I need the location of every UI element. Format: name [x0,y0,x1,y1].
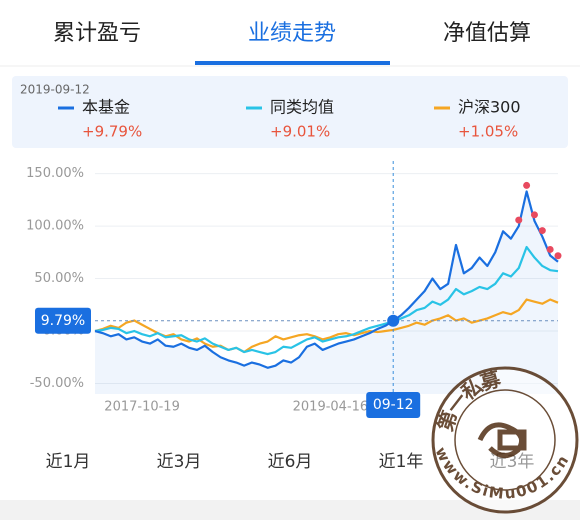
period-button[interactable]: 近6月 [268,452,313,472]
watermark-ring [431,366,579,514]
signal-dot [554,252,562,260]
crosshair-label-box [35,307,91,334]
signal-dot [523,181,531,189]
active-tab-underline [195,61,390,65]
period-button[interactable]: 近3月 [157,452,202,472]
tab-bar [0,0,580,66]
period-button[interactable]: 近1月 [46,452,91,472]
y-tick-label: 150.00% [26,166,84,181]
crosshair-label: 9.79% [41,313,85,329]
crosshair-dot [387,314,400,327]
y-tick-label: -50.00% [30,376,84,391]
area-fill [95,191,558,394]
legend-label: 同类均值 [270,98,334,117]
tab[interactable]: 业绩走势 [248,21,336,46]
series-line [94,190,559,369]
series-line [94,298,559,354]
period-buttons: 近1月近3月近6月近1年近3年 [46,452,535,472]
tooltip-date: 2019-09-12 [20,83,90,97]
tab[interactable]: 净值估算 [443,21,531,46]
tab[interactable]: 累计盈亏 [53,21,141,46]
watermark: 第一私募 www.SiMu001.cn [431,366,579,514]
tooltip-box [12,76,568,148]
y-tick-label: 100.00% [26,219,84,234]
chart: 本基金+9.79%同类均值+9.01%沪深300+1.05%-50.00%0.0… [26,98,562,418]
period-button[interactable]: 近1年 [379,452,424,472]
x-tick-label: 2017-10-19 [104,400,180,415]
tabs: 累计盈亏 业绩走势 净值估算 [53,21,531,46]
x-tick-label: 2019-04-16 [293,400,369,415]
watermark-inner-ring [454,389,556,491]
y-tick-label: 50.00% [34,271,84,286]
bottom-bar [0,500,580,520]
signal-dot [515,216,523,224]
signal-dot [546,245,554,253]
series-line [94,245,559,356]
x-highlight-label: 09-12 [373,397,414,413]
tooltip-value: +9.79% [82,123,142,141]
legend-label: 沪深300 [458,98,521,117]
signal-dot [538,227,546,235]
x-highlight-box [366,392,421,418]
legend-label: 本基金 [82,98,130,117]
tooltip-value: +1.05% [458,123,518,141]
watermark-logo [477,422,527,458]
signal-dot [530,211,538,219]
tooltip-value: +9.01% [270,123,330,141]
